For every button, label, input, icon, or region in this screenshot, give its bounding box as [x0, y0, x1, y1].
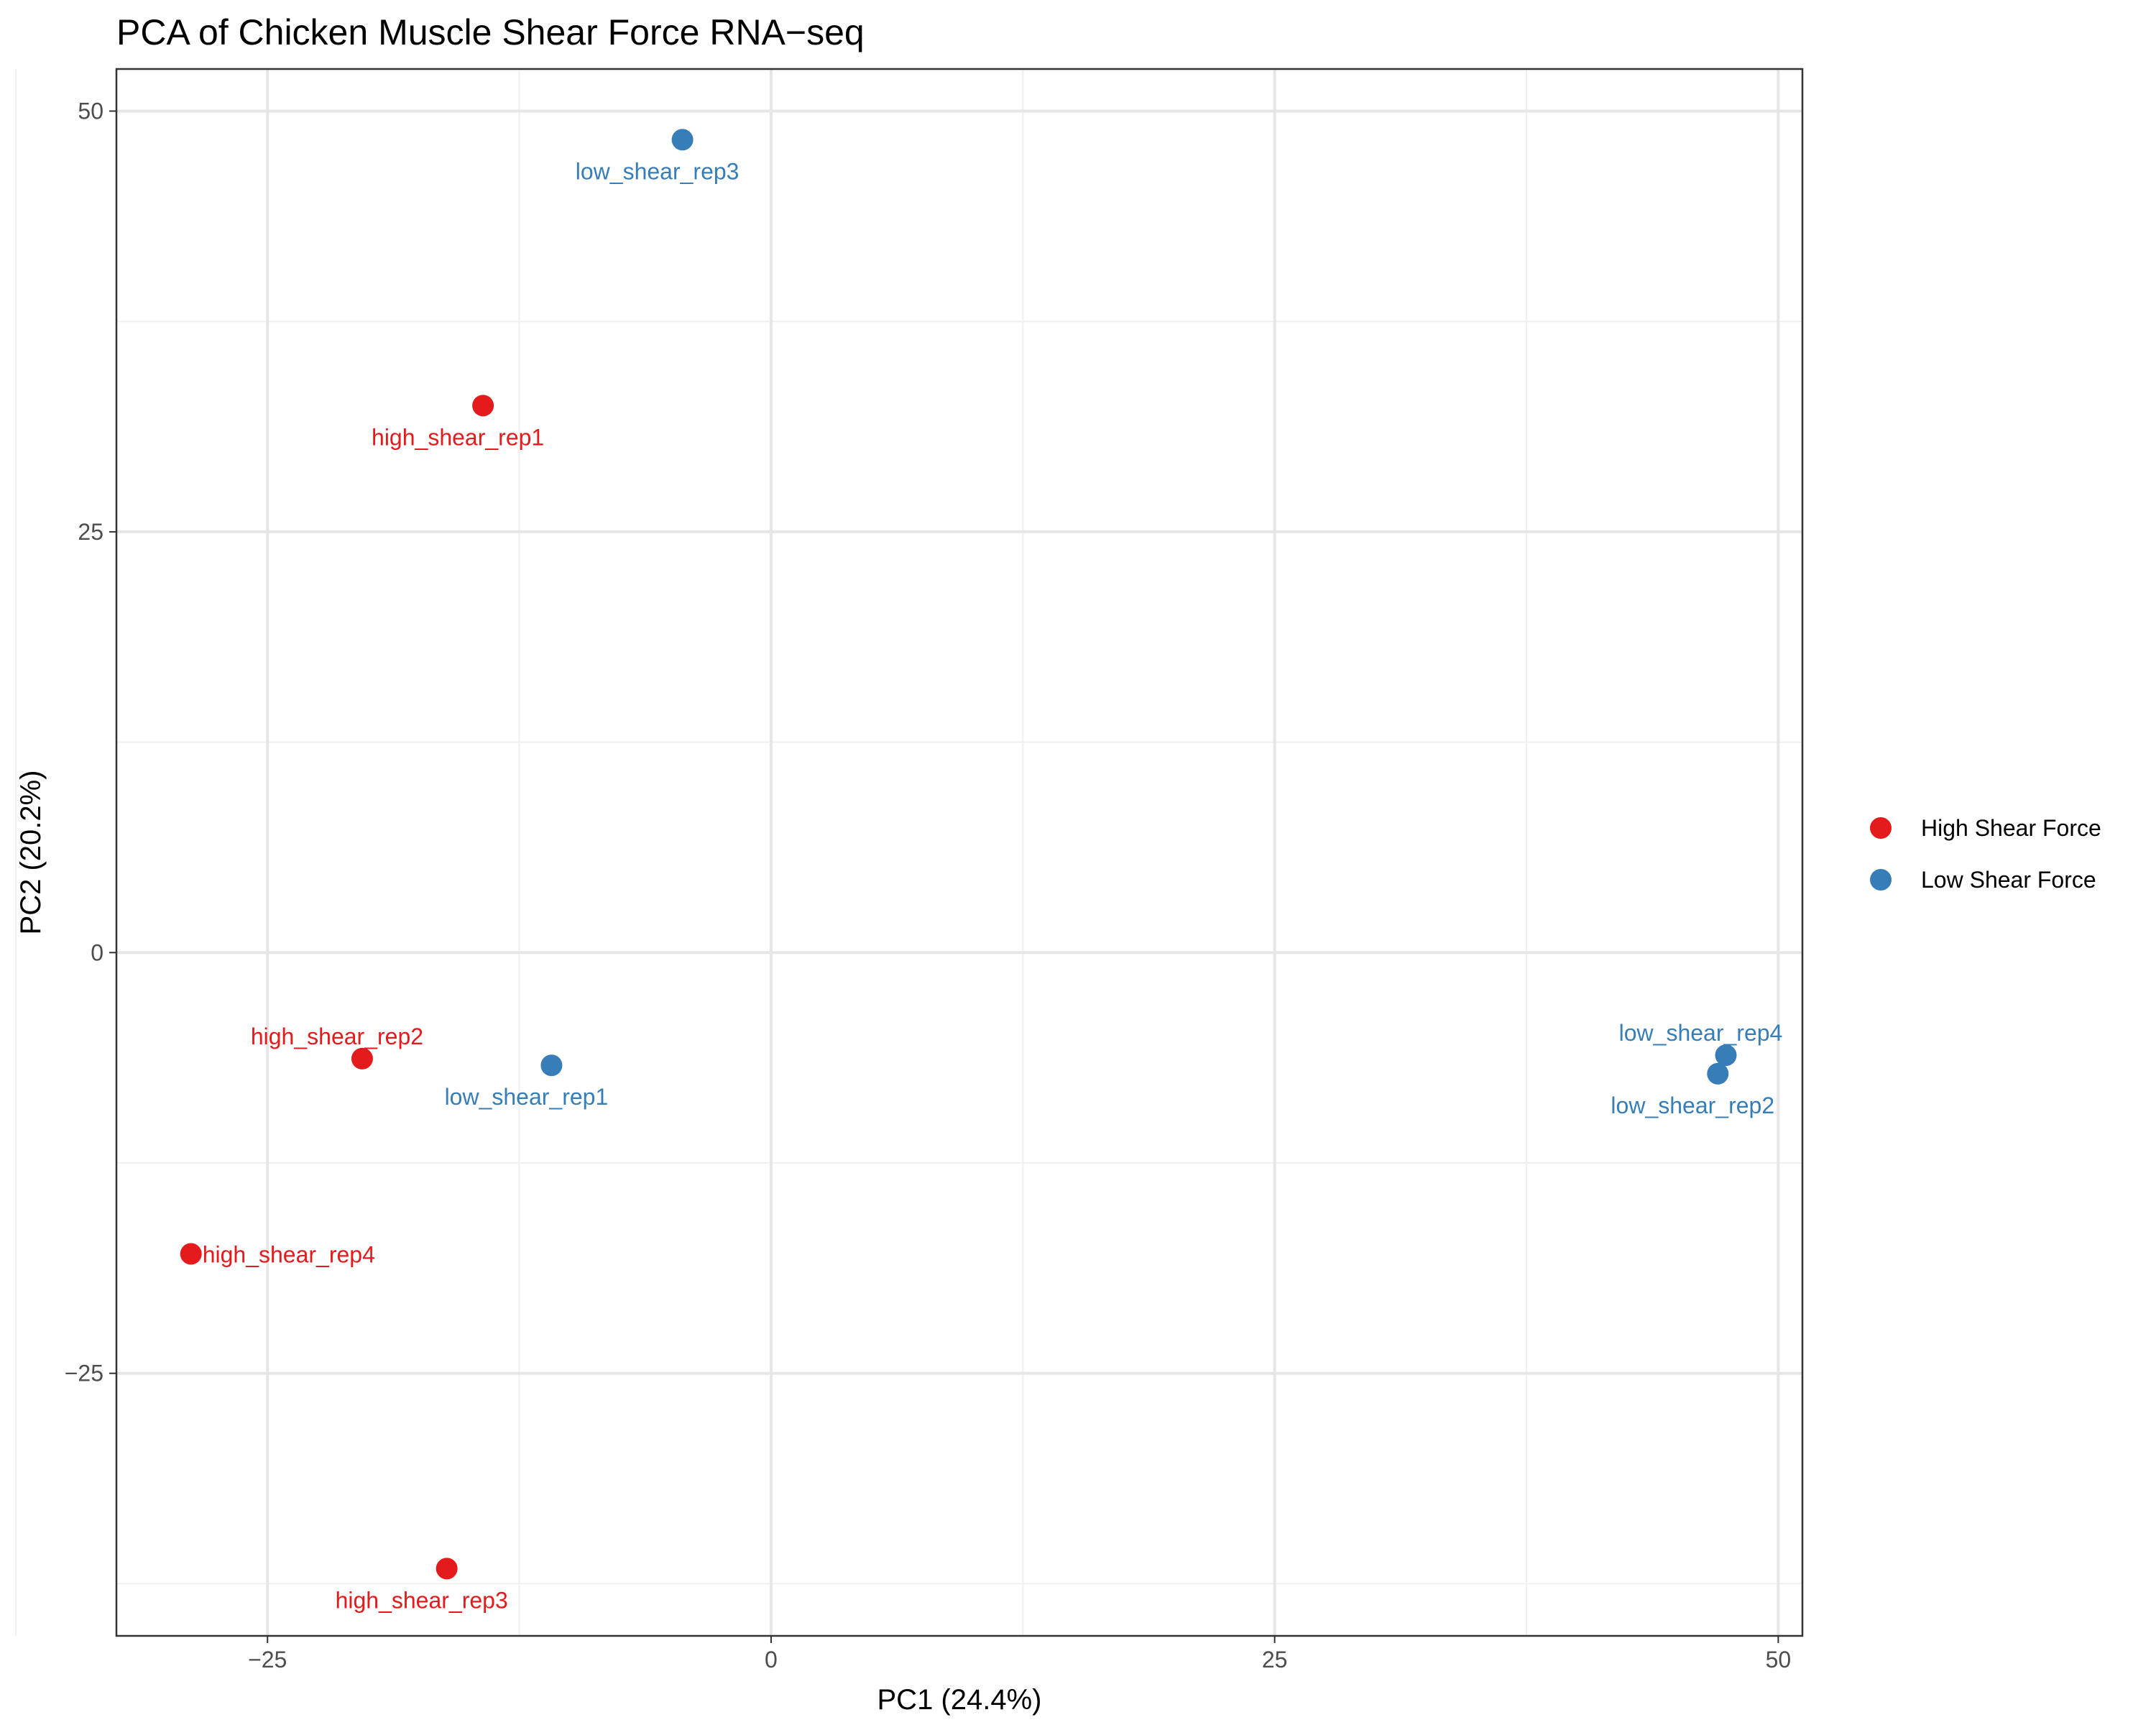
- point-label: low_shear_rep2: [1611, 1092, 1774, 1118]
- data-point: [671, 129, 694, 151]
- data-point: [351, 1047, 373, 1070]
- plot-panel-border: [115, 68, 1804, 1637]
- legend-key: [1870, 869, 1892, 891]
- point-label: low_shear_rep4: [1619, 1020, 1783, 1046]
- x-tick-label: 0: [765, 1647, 778, 1673]
- legend-key: [1870, 817, 1892, 839]
- x-tick-label: 50: [1766, 1647, 1792, 1673]
- data-point: [540, 1054, 563, 1077]
- y-tick-label: 25: [78, 519, 103, 545]
- axis-ticks: −25 0 25 50 −25 0 25 50: [65, 98, 1791, 1673]
- data-points: high_shear_rep1 high_shear_rep2 high_shear…: [180, 129, 1783, 1613]
- legend: High Shear Force Low Shear Force: [1870, 815, 2101, 893]
- y-tick-label: 0: [91, 939, 103, 965]
- data-point: [436, 1558, 458, 1580]
- data-point: [1715, 1044, 1737, 1067]
- grid-lines: [14, 69, 1802, 1636]
- point-label: low_shear_rep3: [576, 158, 740, 184]
- point-label: high_shear_rep1: [372, 424, 544, 450]
- point-label: high_shear_rep3: [336, 1587, 508, 1613]
- point-label: high_shear_rep4: [203, 1241, 375, 1267]
- point-label: high_shear_rep2: [251, 1024, 423, 1049]
- y-tick-label: −25: [65, 1361, 103, 1386]
- x-tick-label: 25: [1262, 1647, 1288, 1673]
- data-point: [1707, 1062, 1729, 1085]
- legend-label: High Shear Force: [1921, 815, 2101, 841]
- x-axis-title: PC1 (24.4%): [877, 1684, 1042, 1716]
- point-label: low_shear_rep1: [445, 1084, 609, 1110]
- legend-label: Low Shear Force: [1921, 867, 2096, 893]
- data-point: [180, 1243, 202, 1265]
- chart-title: PCA of Chicken Muscle Shear Force RNA−se…: [116, 12, 865, 52]
- x-tick-label: −25: [248, 1647, 287, 1673]
- y-tick-label: 50: [78, 98, 103, 124]
- y-axis-title: PC2 (20.2%): [15, 770, 47, 935]
- data-point: [472, 395, 494, 417]
